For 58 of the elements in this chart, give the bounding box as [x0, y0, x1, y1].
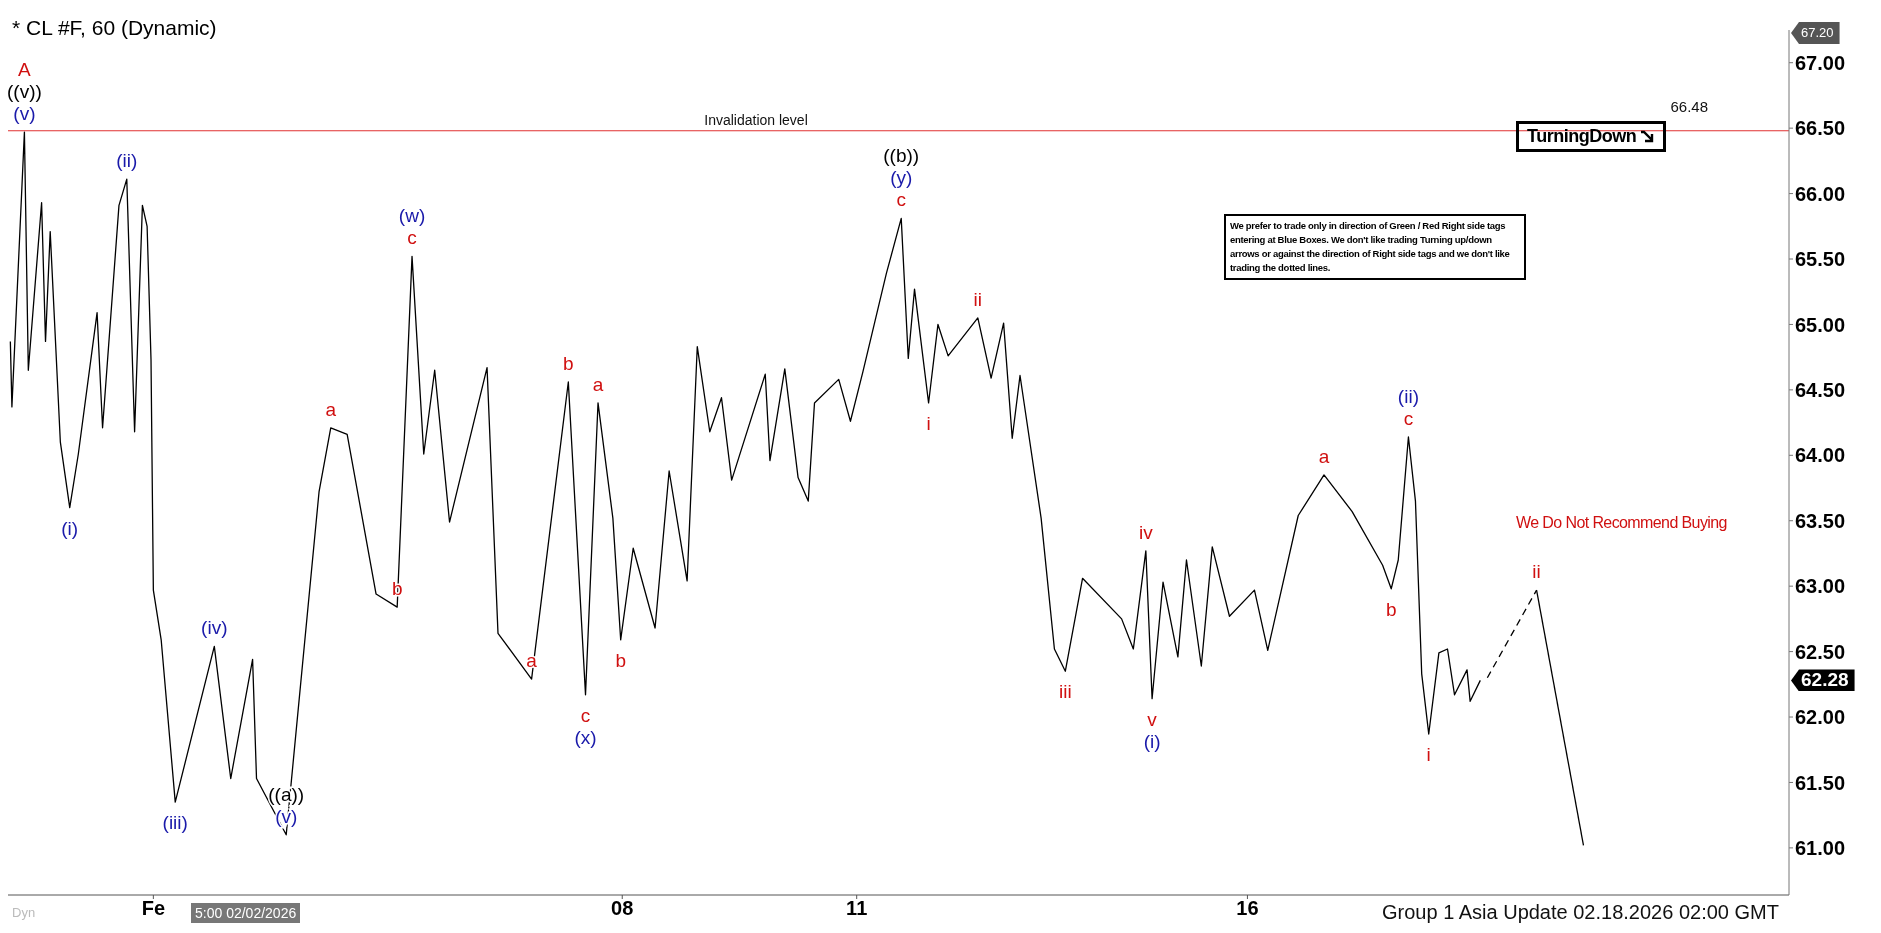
annotation: ((v)): [7, 81, 42, 103]
annotation: a: [325, 398, 337, 420]
annotation: A: [18, 59, 32, 81]
annotation: ((b)): [883, 145, 920, 167]
y-tick-label: 66.50: [1795, 117, 1846, 140]
y-tick-label: 63.00: [1795, 575, 1846, 598]
annotation: c: [896, 189, 906, 211]
annotation: iii: [1059, 681, 1072, 703]
annotation: (ii): [116, 150, 138, 172]
annotation: a: [1318, 445, 1330, 467]
annotation: (ii): [1397, 385, 1419, 407]
y-tick-label: 65.50: [1795, 248, 1846, 271]
annotation: (iv): [201, 617, 228, 639]
annotation: (i): [61, 517, 79, 539]
text: 5:00 02/02/2026: [195, 905, 297, 921]
annotation: c: [1403, 407, 1414, 429]
annotation: b: [563, 353, 574, 375]
x-tick-label: 08: [611, 897, 634, 920]
annotation: (y): [890, 167, 913, 189]
chart-title: * CL #F, 60 (Dynamic): [12, 16, 217, 40]
annotation: a: [592, 373, 604, 395]
y-tick-label: 67.00: [1795, 51, 1846, 74]
ref-line-label: Invalidation level: [704, 111, 808, 128]
y-tick-label: 62.00: [1795, 706, 1846, 729]
text: Group 1 Asia Update 02.18.2026 02:00 GMT: [1382, 901, 1779, 923]
annotation: i: [1426, 744, 1431, 766]
annotation: b: [1385, 598, 1397, 620]
annotation: (w): [398, 205, 426, 227]
text: Dyn: [12, 905, 36, 920]
x-tick-label: Fe: [141, 897, 166, 920]
y-tick-label: 66.00: [1795, 182, 1846, 205]
annotation: iv: [1138, 521, 1154, 543]
annotation: c: [407, 227, 417, 249]
x-tick-label: 11: [846, 897, 868, 920]
annotation: TurningDown: [1527, 126, 1637, 147]
y-tick-label: 63.50: [1795, 509, 1846, 532]
y-tick-label: 61.50: [1795, 771, 1846, 794]
annotation: We prefer to trade only in direction of Green / Red Right side tags entering at Blue Boxes. We don't like trading Turning up/down arrows or against the direction of Right side tags and we don't like trading the dotted lines.: [1230, 220, 1511, 273]
annotation: b: [615, 649, 626, 671]
text: 67.20: [1801, 25, 1834, 40]
annotation: ii: [1532, 561, 1541, 583]
annotation: (i): [1143, 730, 1161, 752]
annotation: (x): [574, 726, 597, 748]
x-tick-label: 16: [1236, 897, 1259, 920]
annotation: ii: [973, 288, 983, 310]
annotation: (iii): [162, 812, 188, 834]
annotation: (v): [13, 103, 36, 125]
annotation: 66.48: [1670, 98, 1708, 115]
annotation: c: [580, 704, 591, 726]
y-tick-label: 61.00: [1795, 836, 1846, 859]
annotation: We Do Not Recommend Buying: [1516, 514, 1727, 531]
annotation: i: [926, 412, 931, 434]
y-tick-label: 64.00: [1795, 444, 1846, 467]
annotation: v: [1147, 708, 1158, 730]
y-tick-label: 62.50: [1795, 640, 1846, 663]
text: 62.28: [1801, 669, 1849, 691]
y-tick-label: 65.00: [1795, 313, 1846, 336]
y-tick-label: 64.50: [1795, 378, 1846, 401]
